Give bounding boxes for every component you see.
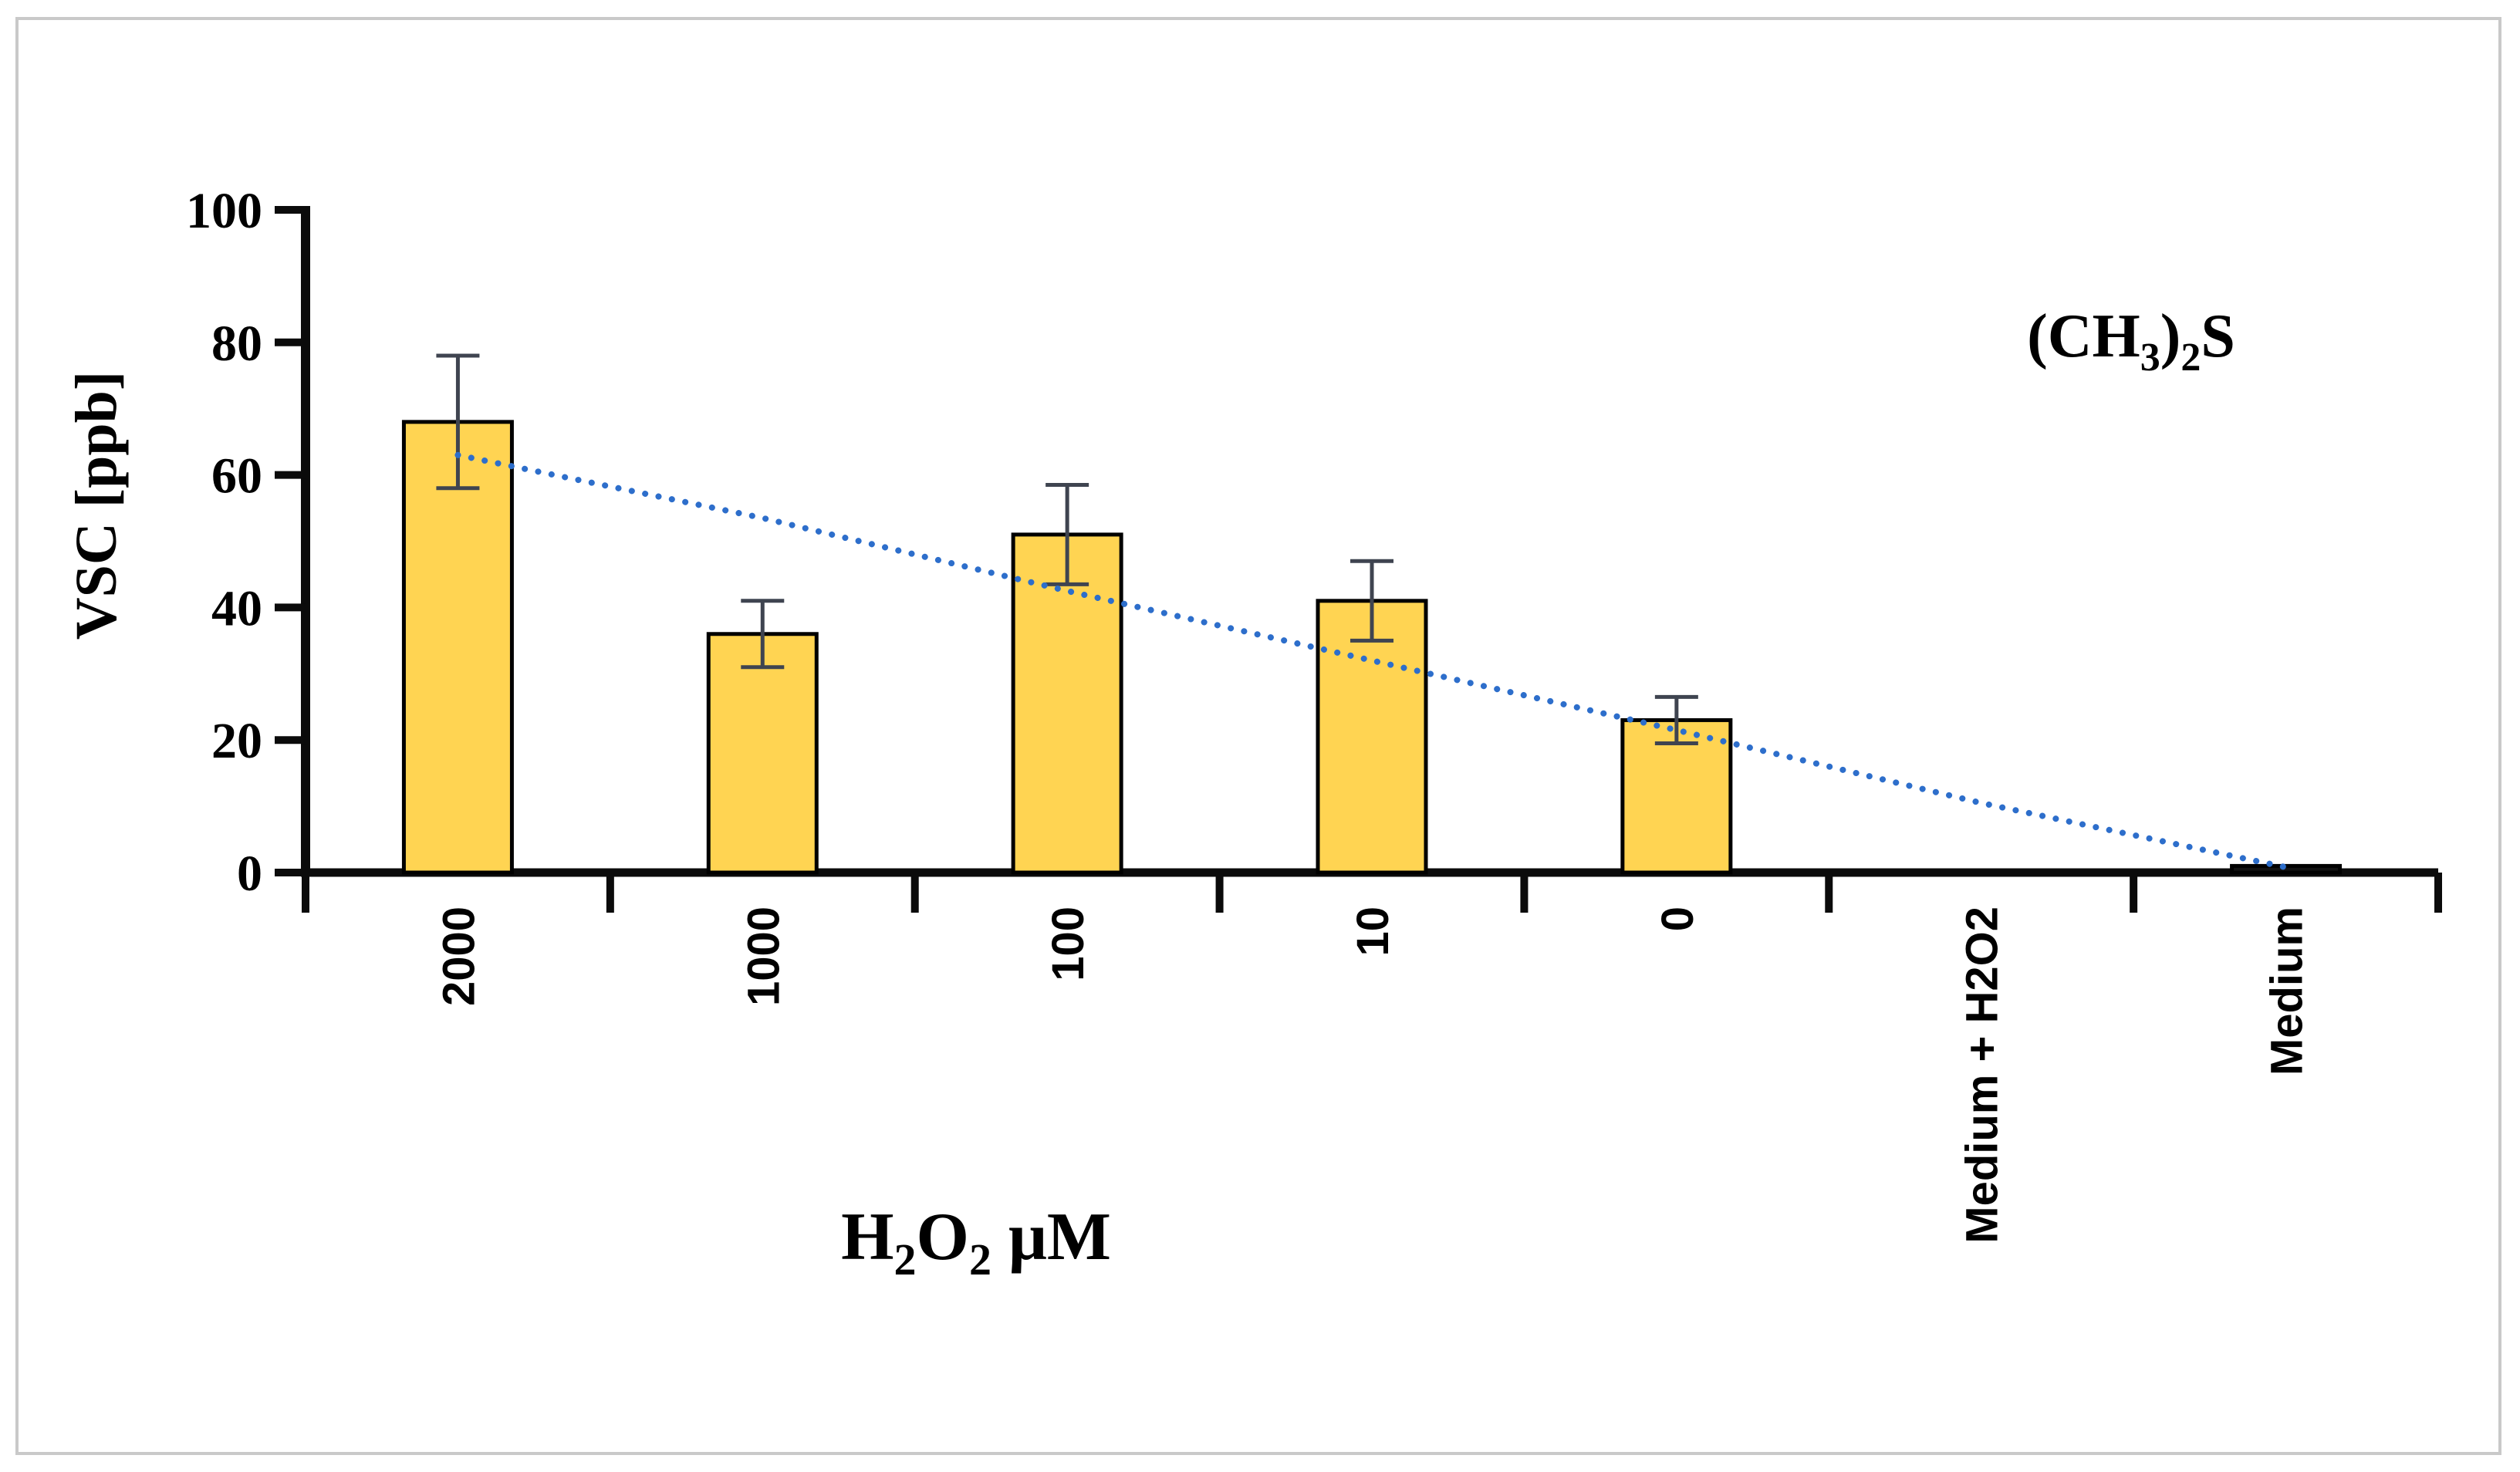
y-tick-label-0: 0 [237,846,262,902]
category-label-medium: Medium [2262,906,2312,1075]
x-axis-title: H2O2 μM [841,1200,1111,1285]
bar-0 [1620,717,1733,875]
y-tick-label-80: 80 [211,316,262,372]
y-tick-label-60: 60 [211,448,262,505]
bar-2000 [401,420,514,875]
bar-100 [1011,532,1123,875]
y-tick-label-40: 40 [211,580,262,636]
category-label-100: 100 [1043,906,1093,981]
category-label-10: 10 [1348,906,1398,957]
category-label-1000: 1000 [738,906,789,1006]
bar-1000 [706,632,819,875]
y-axis-title: VSC [ppb] [64,371,129,640]
bar-10 [1316,599,1428,875]
category-label-2000: 2000 [434,906,484,1006]
trendline [454,451,2289,871]
category-label-0: 0 [1653,906,1703,931]
y-tick-label-100: 100 [186,183,262,239]
dms-annotation: (CH3)2S [2027,302,2235,380]
y-tick-label-20: 20 [211,713,262,769]
category-label-medium-h2o2: Medium + H2O2 [1958,906,2008,1244]
